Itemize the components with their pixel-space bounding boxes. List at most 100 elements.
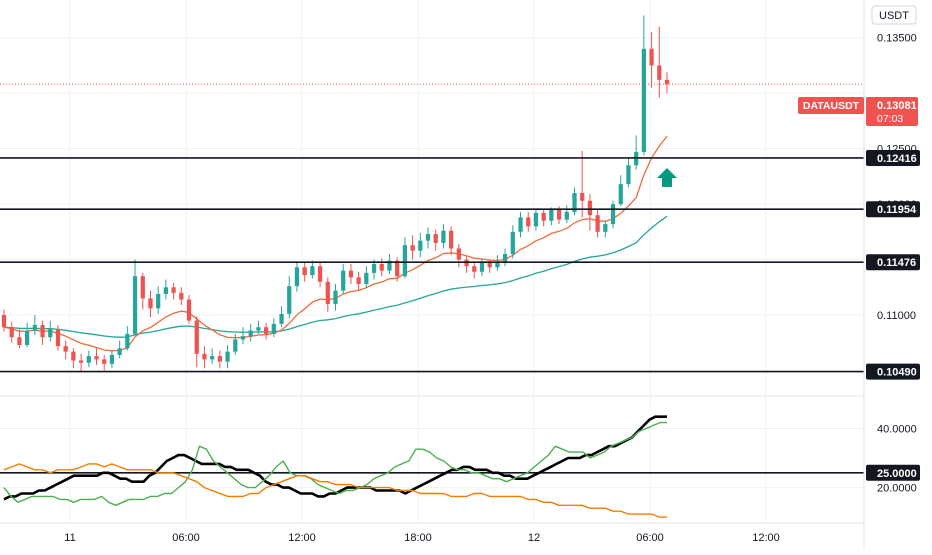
candle[interactable] xyxy=(140,272,145,310)
currency-badge[interactable]: USDT xyxy=(871,5,917,25)
candle[interactable] xyxy=(194,316,199,368)
candle[interactable] xyxy=(364,266,369,289)
candle[interactable] xyxy=(379,258,384,277)
candle[interactable] xyxy=(325,277,330,312)
candle[interactable] xyxy=(634,135,639,170)
candle[interactable] xyxy=(510,225,515,259)
buy-arrow-icon[interactable] xyxy=(657,168,677,187)
candle[interactable] xyxy=(610,200,616,229)
candle[interactable] xyxy=(48,320,53,342)
horizontal-levels[interactable] xyxy=(0,157,864,474)
candle[interactable] xyxy=(472,261,477,279)
candle[interactable] xyxy=(148,290,153,318)
candle[interactable] xyxy=(179,287,184,306)
indicator-axis[interactable]: 40.0000 20.0000 xyxy=(877,423,917,494)
candle[interactable] xyxy=(94,348,99,365)
candle[interactable] xyxy=(479,258,485,277)
candle[interactable] xyxy=(248,323,253,342)
candle[interactable] xyxy=(25,322,30,348)
candle[interactable] xyxy=(86,350,91,368)
candle-body xyxy=(333,290,338,304)
candle[interactable] xyxy=(78,353,84,372)
candle-body xyxy=(572,193,577,212)
candle[interactable] xyxy=(40,320,45,345)
candle-body xyxy=(487,262,492,268)
candle[interactable] xyxy=(125,326,130,351)
candle[interactable] xyxy=(317,262,323,288)
candle[interactable] xyxy=(433,229,438,251)
candle[interactable] xyxy=(356,271,361,291)
candle[interactable] xyxy=(186,295,192,324)
candle[interactable] xyxy=(32,315,37,335)
candle[interactable] xyxy=(418,232,423,258)
candle[interactable] xyxy=(410,235,415,260)
candle[interactable] xyxy=(464,256,469,273)
candle[interactable] xyxy=(626,157,631,188)
candle[interactable] xyxy=(63,340,68,360)
candle[interactable] xyxy=(595,209,600,238)
candle-body xyxy=(564,211,569,220)
candle[interactable] xyxy=(109,350,115,369)
candle[interactable] xyxy=(541,208,546,227)
candle[interactable] xyxy=(387,254,392,274)
candle[interactable] xyxy=(580,150,585,218)
candle[interactable] xyxy=(271,318,276,338)
candle[interactable] xyxy=(1,309,7,332)
candle[interactable] xyxy=(163,279,169,300)
candle[interactable] xyxy=(263,322,269,340)
candle[interactable] xyxy=(132,259,138,337)
price-tick-label: 0.11000 xyxy=(877,310,916,322)
candle[interactable] xyxy=(348,264,354,284)
candle[interactable] xyxy=(17,329,22,349)
candle[interactable] xyxy=(294,261,300,292)
candle[interactable] xyxy=(102,354,107,371)
candle[interactable] xyxy=(502,248,508,267)
candle[interactable] xyxy=(441,224,446,249)
candle[interactable] xyxy=(603,220,608,238)
candle[interactable] xyxy=(55,325,61,351)
candle[interactable] xyxy=(664,72,670,94)
candle[interactable] xyxy=(225,344,230,369)
candle[interactable] xyxy=(425,227,431,249)
candle[interactable] xyxy=(302,261,307,282)
candle[interactable] xyxy=(572,187,577,216)
candle[interactable] xyxy=(549,207,554,226)
candle[interactable] xyxy=(456,244,461,268)
candle[interactable] xyxy=(341,264,346,294)
candle[interactable] xyxy=(256,320,261,334)
candle[interactable] xyxy=(533,208,539,231)
candle[interactable] xyxy=(518,211,523,238)
candle[interactable] xyxy=(279,306,284,328)
candle[interactable] xyxy=(618,175,623,207)
candle[interactable] xyxy=(156,286,161,314)
candle[interactable] xyxy=(71,348,76,369)
candle[interactable] xyxy=(587,194,593,231)
candle[interactable] xyxy=(333,283,338,311)
candle[interactable] xyxy=(202,346,207,369)
candle[interactable] xyxy=(564,205,569,223)
candle[interactable] xyxy=(310,260,315,279)
candle-body xyxy=(495,261,500,268)
symbol-label: DATAUSDT xyxy=(803,100,860,112)
candle[interactable] xyxy=(649,32,654,88)
candle[interactable] xyxy=(402,237,408,279)
candle[interactable] xyxy=(641,15,646,156)
candle[interactable] xyxy=(449,226,454,256)
candle[interactable] xyxy=(526,211,531,232)
candle[interactable] xyxy=(171,282,176,300)
candle[interactable] xyxy=(240,327,246,344)
candle[interactable] xyxy=(210,348,215,364)
candle[interactable] xyxy=(395,257,400,282)
candle-body xyxy=(63,346,68,352)
candle[interactable] xyxy=(217,350,222,369)
time-axis[interactable]: 11 06:00 12:00 18:00 12 06:00 12:00 xyxy=(64,532,779,544)
candle[interactable] xyxy=(657,26,662,98)
candle[interactable] xyxy=(233,333,238,355)
candles[interactable] xyxy=(1,15,670,372)
candle[interactable] xyxy=(9,321,14,343)
candle[interactable] xyxy=(117,340,122,359)
candle[interactable] xyxy=(287,276,292,319)
